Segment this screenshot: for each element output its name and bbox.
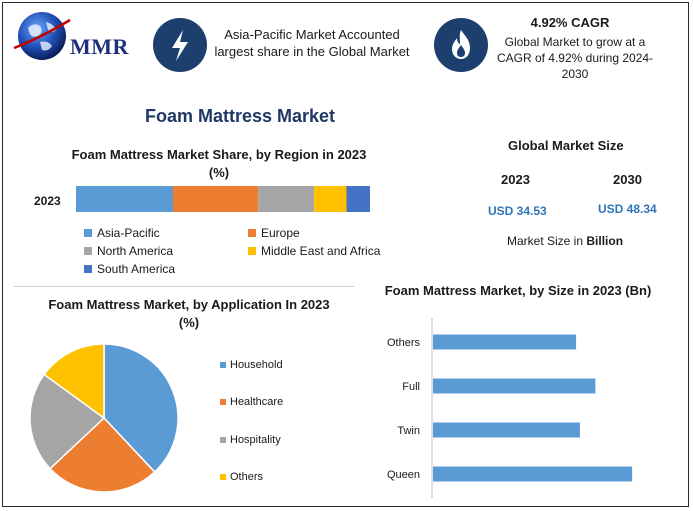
global-size-year-2023: 2023 [501, 172, 530, 187]
legend-item-asia-pacific: Asia-Pacific [84, 226, 160, 240]
globe-logo-icon [13, 12, 71, 60]
legend-label: Healthcare [230, 396, 284, 408]
legend-swatch [220, 437, 226, 443]
info-text-1: Asia-Pacific Market Accounted largest sh… [214, 27, 410, 59]
size-bar-label-twin: Twin [397, 425, 420, 437]
info-badge-1 [153, 18, 207, 72]
legend-item-north-america: North America [84, 244, 173, 258]
legend-item-middle-east-africa: Middle East and Africa [248, 244, 380, 258]
unit-prefix: Market Size in [507, 234, 584, 248]
size-chart-title: Foam Mattress Market, by Size in 2023 (B… [384, 283, 652, 298]
size-bar-label-others: Others [387, 337, 421, 349]
legend-swatch [248, 247, 256, 255]
legend-label: Others [230, 471, 264, 483]
legend-label: Europe [261, 226, 300, 240]
brand-logo-text: MMR [70, 34, 129, 59]
section-divider [14, 286, 354, 287]
legend-item-south-america: South America [84, 262, 175, 276]
region-bar-segment-1 [173, 186, 259, 212]
global-size-year-2030: 2030 [613, 172, 642, 187]
global-size-unit: Market Size in Billion [507, 234, 623, 248]
legend-swatch [220, 362, 226, 368]
pie-legend-hospitality: Hospitality [220, 434, 281, 446]
page-title: Foam Mattress Market [144, 106, 336, 126]
unit-bold: Billion [586, 234, 624, 248]
legend-label: South America [97, 262, 176, 276]
size-bar-label-queen: Queen [387, 469, 420, 481]
pie-slice-household [103, 343, 179, 474]
application-pie-chart [29, 343, 179, 493]
region-stacked-bar [76, 186, 370, 212]
info-badge-2 [434, 18, 488, 72]
pie-legend-others: Others [220, 471, 263, 483]
flame-icon [452, 30, 470, 59]
legend-label: Hospitality [230, 434, 281, 446]
region-bar-segment-0 [76, 186, 174, 212]
global-size-value-2030: USD 48.34 [598, 202, 657, 216]
application-chart-title: Foam Mattress Market, by Application In … [48, 297, 330, 330]
pie-slice-others [43, 343, 105, 420]
legend-label: Asia-Pacific [97, 226, 160, 240]
cagr-text: Global Market to grow at a CAGR of 4.92%… [496, 35, 654, 81]
lightning-icon [172, 30, 188, 61]
pie-slice-healthcare [48, 416, 156, 493]
region-bar-segment-4 [346, 186, 370, 212]
legend-swatch [84, 265, 92, 273]
region-chart-title: Foam Mattress Market Share, by Region in… [71, 147, 367, 180]
size-bar-full [433, 378, 596, 394]
size-bar-chart: Others Full Twin Queen [387, 318, 633, 498]
region-bar-segment-3 [314, 186, 347, 212]
size-bar-label-full: Full [402, 381, 420, 393]
legend-swatch [84, 229, 92, 237]
legend-swatch [248, 229, 256, 237]
legend-swatch [220, 399, 226, 405]
legend-swatch [220, 474, 226, 480]
legend-label: North America [97, 244, 174, 258]
region-category-label: 2023 [34, 194, 61, 208]
legend-label: Household [230, 359, 283, 371]
cagr-heading: 4.92% CAGR [530, 15, 610, 30]
region-bar-segment-2 [258, 186, 315, 212]
size-bar-others [433, 334, 577, 350]
legend-item-europe: Europe [248, 226, 300, 240]
legend-swatch [84, 247, 92, 255]
global-size-value-2023: USD 34.53 [488, 204, 547, 218]
size-bar-queen [433, 466, 633, 482]
pie-legend-healthcare: Healthcare [220, 396, 283, 408]
pie-legend-household: Household [220, 359, 283, 371]
global-size-title: Global Market Size [508, 138, 624, 153]
size-bar-twin [433, 422, 580, 438]
pie-slice-hospitality [29, 373, 106, 470]
legend-label: Middle East and Africa [261, 244, 381, 258]
